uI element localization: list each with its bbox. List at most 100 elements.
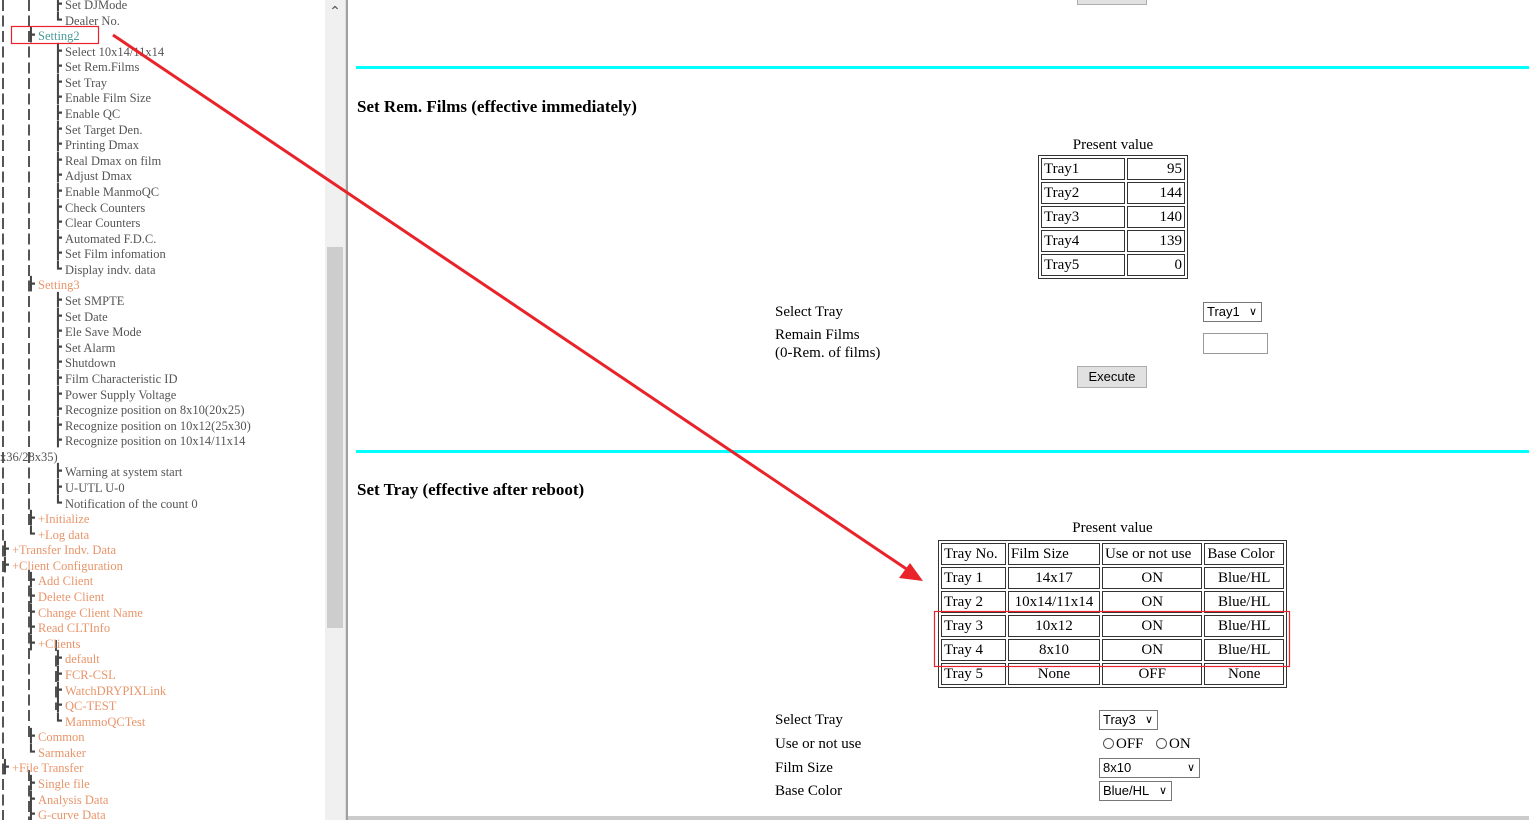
film-size-select[interactable]: 8x10 ∨ [1099,758,1200,778]
navigation-tree: ┣ Set DJMode ┗ Dealer No. ┣ Setting2 ┣ Select 1… [0,0,325,820]
table-cell: Tray 3 [941,615,1006,637]
tree-item-label: Display indv. data [65,262,156,277]
chevron-down-icon: ∨ [1248,306,1257,318]
table-row: Tray4 139 [1041,230,1185,252]
tree-item-label: +Client Configuration [12,558,123,573]
tree-item-label: U-UTL U-0 [65,480,125,495]
execute-button[interactable]: Execute [1077,366,1147,388]
remfilms-select-tray-label: Select Tray [775,304,843,320]
base-color-select[interactable]: Blue/HL ∨ [1099,781,1172,801]
table-cell: 139 [1127,230,1185,252]
chevron-down-icon: ∨ [1144,714,1153,726]
remfilms-tray-select[interactable]: Tray1 ∨ [1203,302,1262,322]
table-cell: OFF [1102,663,1203,685]
tree-connector-icon: ┣ [27,620,35,636]
table-row: Tray5 0 [1041,254,1185,276]
tree-item-label: x36/28x35) [0,449,58,464]
tree-item-label: QC-TEST [65,699,117,714]
tree-item-label: Real Dmax on film [65,153,162,168]
film-size-label: Film Size [775,760,833,776]
tree-item-label: Recognize position on 10x14/11x14 [65,434,246,449]
tree-connector-icon: ┗ [54,495,62,511]
tree-connector-icon: ┣ [54,293,62,309]
table-row: Tray1 95 [1041,158,1185,180]
remain-films-sublabel: (0-Rem. of films) [775,345,881,361]
tree-item-label: Set DJMode [65,0,128,12]
radio-icon [1103,738,1114,749]
remain-films-label: Remain Films [775,327,860,343]
select-value: Blue/HL [1103,783,1150,798]
tree-item-label: Select 10x14/11x14 [65,44,165,59]
settray-title: Set Tray (effective after reboot) [357,480,585,499]
tree-guide [55,640,57,710]
table-cell: Tray 1 [941,567,1006,589]
tree-connector-icon: ┣ [27,729,35,745]
settray-tray-select[interactable]: Tray3 ∨ [1099,710,1158,730]
tree-item-label: Delete Client [38,590,105,605]
tree-connector-icon: ┣ [54,386,62,402]
tree-connector-icon: ┣ [1,557,9,573]
column-header: Tray No. [941,543,1006,565]
tree-item-label: Warning at system start [65,465,183,480]
tree-connector-icon: ┣ [1,760,9,776]
remain-films-input[interactable] [1203,333,1268,354]
table-cell: Blue/HL [1204,615,1284,637]
table-row: Tray2 144 [1041,182,1185,204]
tree-item-label: +Clients [38,636,81,651]
table-cell: 0 [1127,254,1185,276]
tree-connector-icon: ┣ [27,28,35,44]
table-cell: None [1007,663,1101,685]
tree-connector-icon: ┗ [54,12,62,28]
tree-connector-icon: ┗ [54,261,62,277]
tree-item-label: Shutdown [65,356,116,371]
table-row: Tray 5 None OFF None [941,663,1284,685]
tree-item-label: Read CLTInfo [38,621,111,636]
radio-off-label: OFF [1116,736,1144,752]
tree-connector-icon: ┣ [27,277,35,293]
tree-item-label: +Initialize [38,512,90,527]
select-value: Tray3 [1103,712,1136,727]
scrollbar-thumb[interactable] [327,247,343,628]
radio-on[interactable]: ON [1156,735,1191,753]
tree-item-label: Printing Dmax [65,138,139,153]
tree-item-label: +File Transfer [12,761,84,776]
tree-connector-icon: ┣ [54,168,62,184]
table-cell: Tray3 [1041,206,1126,228]
tree-item-label: Ele Save Mode [65,325,142,340]
previous-button[interactable] [1077,0,1147,5]
tree-item-label: Automated F.D.C. [65,231,157,246]
tree-scrollbar[interactable]: ⌃ [325,0,345,820]
radio-off[interactable]: OFF [1103,735,1144,753]
tree-connector-icon: ┣ [54,43,62,59]
tree-item-label: Enable QC [65,107,121,122]
table-row: Tray3 140 [1041,206,1185,228]
section-divider [356,66,1529,69]
tree-connector-icon: ┣ [54,324,62,340]
tree-connector-icon: ┣ [54,355,62,371]
table-cell: Tray4 [1041,230,1126,252]
tree-item-label: Enable ManmoQC [65,184,160,199]
radio-icon [1156,738,1167,749]
scroll-up-icon[interactable]: ⌃ [329,4,341,20]
tree-guide [28,570,30,740]
tree-connector-icon: ┗ [27,744,35,760]
tree-item-label: Setting3 [38,278,80,293]
tree-item-label: FCR-CSL [65,667,116,682]
tree-item-label: +Transfer Indv. Data [12,543,117,558]
tree-item-label: Check Counters [65,200,146,215]
tree-connector-icon: ┣ [27,604,35,620]
table-cell: ON [1102,639,1203,661]
tree-connector-icon: ┣ [54,74,62,90]
tree-connector-icon: ┗ [27,526,35,542]
settray-present-table: Tray No. Film Size Use or not use Base Colo… [938,540,1287,688]
table-cell: Tray2 [1041,182,1126,204]
tree-item-label: G-curve Data [38,808,106,820]
select-value: 8x10 [1103,760,1132,775]
tree-item-label: Notification of the count 0 [65,496,198,511]
tree-item-label: Set Alarm [65,340,116,355]
tree-guide [28,770,30,820]
table-row: Tray 2 10x14/11x14 ON Blue/HL [941,591,1284,613]
tree-connector-icon: ┣ [54,666,62,682]
table-cell: 95 [1127,158,1185,180]
table-cell: Tray1 [1041,158,1126,180]
